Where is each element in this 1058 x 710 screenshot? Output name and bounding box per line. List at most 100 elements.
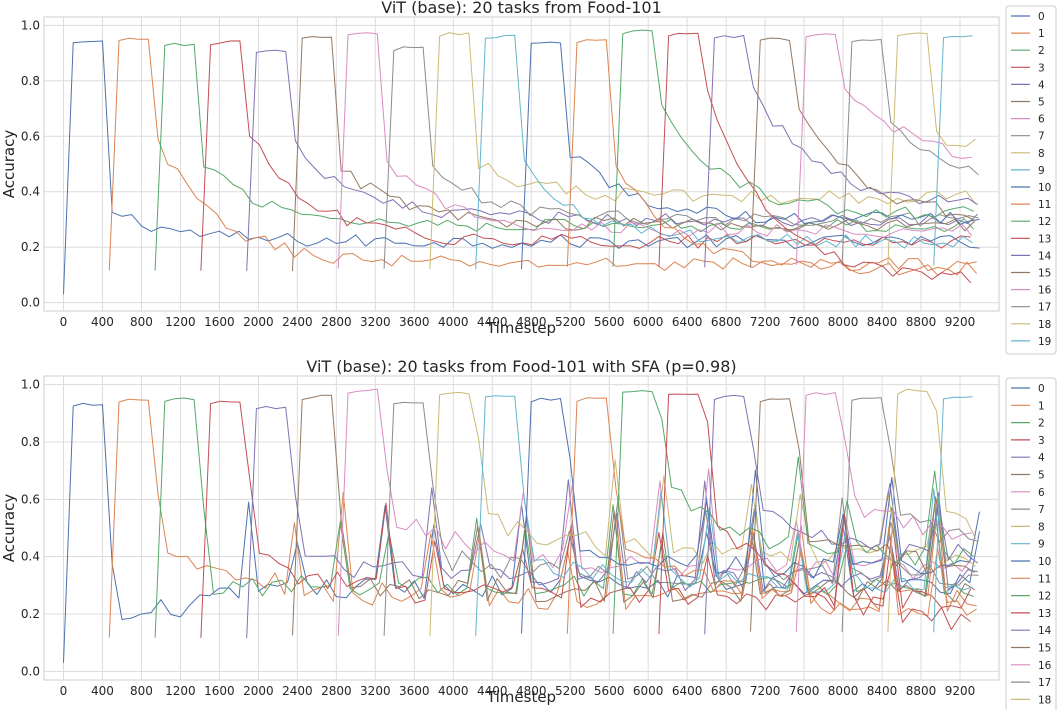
series-line-14	[704, 394, 978, 635]
series-line-1	[108, 37, 977, 272]
series-line-16	[795, 392, 972, 632]
chart-title: ViT (base): 20 tasks from Food-101 with …	[306, 357, 736, 376]
x-tick-label: 9200	[945, 315, 976, 329]
x-tick-label: 0	[60, 684, 68, 698]
legend-entry: 2	[1038, 45, 1045, 57]
series-line-15	[750, 398, 975, 632]
legend-entry: 5	[1038, 470, 1045, 482]
x-tick-label: 400	[91, 684, 114, 698]
legend-entry: 1	[1038, 28, 1045, 40]
x-tick-label: 4000	[438, 684, 469, 698]
x-tick-label: 1600	[204, 684, 235, 698]
legend-entry: 15	[1038, 643, 1051, 655]
legend-entry: 12	[1038, 216, 1051, 228]
legend-entry: 13	[1038, 233, 1051, 245]
legend-entry: 5	[1038, 97, 1045, 109]
series-line-10	[521, 397, 980, 634]
x-tick-label: 4800	[516, 684, 547, 698]
x-tick-label: 2400	[282, 684, 313, 698]
x-tick-label: 8400	[867, 315, 898, 329]
x-tick-label: 8000	[828, 315, 859, 329]
x-tick-label: 4400	[477, 684, 508, 698]
legend-entry: 11	[1038, 199, 1051, 211]
legend-entry: 6	[1038, 114, 1045, 126]
legend-frame	[1005, 377, 1057, 710]
x-tick-label: 2000	[243, 684, 274, 698]
legend-entry: 4	[1038, 452, 1045, 464]
x-tick-label: 6000	[633, 684, 664, 698]
series-line-11	[566, 397, 977, 634]
series-line-9	[475, 34, 973, 270]
x-tick-label: 1200	[165, 315, 196, 329]
x-tick-label: 800	[130, 684, 153, 698]
y-tick-label: 0.8	[21, 74, 40, 88]
x-tick-label: 4800	[516, 315, 547, 329]
series-group	[63, 29, 980, 295]
legend-entry: 7	[1038, 131, 1045, 143]
legend-entry: 4	[1038, 79, 1045, 91]
x-tick-label: 7600	[789, 684, 820, 698]
series-line-19	[933, 35, 973, 266]
x-tick-label: 7200	[750, 315, 781, 329]
x-tick-label: 2000	[243, 315, 274, 329]
legend-entry: 9	[1038, 539, 1045, 551]
legend-entry: 0	[1038, 11, 1045, 23]
series-line-6	[337, 32, 973, 269]
x-tick-label: 2800	[321, 315, 352, 329]
legend-entry: 7	[1038, 504, 1045, 516]
legend-entry: 10	[1038, 182, 1051, 194]
series-line-14	[704, 35, 978, 268]
legend-entry: 18	[1038, 694, 1051, 706]
x-tick-label: 6400	[672, 315, 703, 329]
legend-entry: 13	[1038, 608, 1051, 620]
y-tick-label: 0.4	[21, 185, 40, 199]
legend-frame	[1005, 5, 1057, 355]
x-tick-label: 8400	[867, 684, 898, 698]
legend-entry: 12	[1038, 591, 1051, 603]
series-line-18	[887, 32, 976, 266]
x-axis-label: Timestep	[486, 688, 556, 706]
series-line-15	[750, 37, 975, 268]
legend-entry: 10	[1038, 556, 1051, 568]
x-tick-label: 6800	[711, 684, 742, 698]
x-tick-label: 0	[60, 315, 68, 329]
y-tick-label: 0.4	[21, 550, 40, 564]
legend-entry: 14	[1038, 625, 1052, 637]
x-axis-label: Timestep	[486, 319, 556, 337]
x-tick-label: 1600	[204, 315, 235, 329]
plot-area	[43, 375, 1000, 681]
legend-entry: 6	[1038, 487, 1045, 499]
legend-entry: 9	[1038, 165, 1045, 177]
x-tick-label: 7600	[789, 315, 820, 329]
legend-entry: 0	[1038, 383, 1045, 395]
series-group	[63, 388, 980, 663]
series-line-6	[337, 388, 973, 636]
x-tick-label: 8000	[828, 684, 859, 698]
legend-entry: 3	[1038, 435, 1045, 447]
legend-entry: 16	[1038, 660, 1052, 672]
x-tick-label: 5200	[555, 684, 586, 698]
series-line-13	[658, 393, 971, 635]
series-line-12	[612, 29, 974, 267]
bottom-chart: 0 400 800 1200 1600 2000 2400 2800 3200 3600 4000 4…	[0, 357, 1057, 710]
legend-entry: 8	[1038, 148, 1045, 160]
series-line-11	[566, 39, 977, 276]
series-line-8	[429, 32, 976, 269]
y-tick-label: 0.2	[21, 607, 40, 621]
y-tick-label: 1.0	[21, 378, 40, 392]
series-line-5	[292, 394, 975, 636]
x-tick-label: 9200	[945, 684, 976, 698]
series-line-2	[154, 42, 975, 271]
x-tick-label: 7200	[750, 684, 781, 698]
x-tick-label: 6800	[711, 315, 742, 329]
legend-entry: 18	[1038, 319, 1051, 331]
series-line-3	[200, 40, 971, 271]
series-line-7	[383, 401, 979, 636]
chart-title: ViT (base): 20 tasks from Food-101	[381, 0, 662, 17]
y-axis-label: Accuracy	[0, 494, 18, 563]
x-tick-label: 4400	[477, 315, 508, 329]
x-tick-label: 1200	[165, 684, 196, 698]
